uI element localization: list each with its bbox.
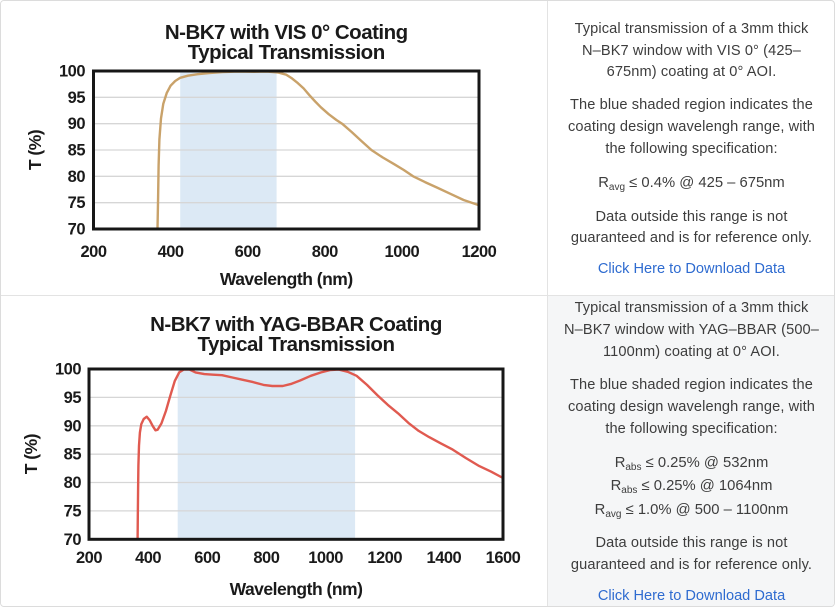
svg-text:N-BK7 with VIS 0° Coating: N-BK7 with VIS 0° Coating: [165, 21, 408, 44]
disclaimer-text: Data outside this range is not guarantee…: [570, 208, 813, 247]
vis-info-panel: Typical transmission of a 3mm thick N–BK…: [547, 1, 834, 295]
svg-text:Typical Transmission: Typical Transmission: [198, 333, 395, 356]
svg-text:1600: 1600: [486, 549, 521, 567]
svg-text:1200: 1200: [367, 549, 402, 567]
spec-block: Ravg ≤ 0.4% @ 425 – 675nm: [598, 172, 785, 196]
svg-text:N-BK7 with YAG-BBAR Coating: N-BK7 with YAG-BBAR Coating: [150, 313, 442, 336]
spec-line: Rabs ≤ 0.25% @ 1064nm: [610, 478, 773, 497]
shaded-region-note: The blue shaded region indicates the coa…: [568, 376, 815, 437]
svg-text:800: 800: [312, 243, 338, 261]
shaded-region-note: The blue shaded region indicates the coa…: [568, 97, 815, 158]
svg-text:1000: 1000: [308, 549, 343, 567]
svg-text:Typical Transmission: Typical Transmission: [188, 41, 385, 64]
svg-text:95: 95: [68, 89, 86, 107]
svg-text:85: 85: [68, 142, 86, 160]
svg-text:90: 90: [68, 115, 86, 133]
yag-chart-panel: N-BK7 with YAG-BBAR Coating Typical Trans…: [1, 295, 547, 606]
svg-text:85: 85: [64, 446, 82, 464]
svg-text:1200: 1200: [462, 243, 497, 261]
svg-text:1000: 1000: [385, 243, 420, 261]
svg-text:70: 70: [68, 221, 86, 239]
svg-text:600: 600: [235, 243, 261, 261]
svg-text:100: 100: [59, 63, 85, 81]
vis-chart-panel: N-BK7 with VIS 0° Coating Typical Transmi…: [1, 1, 547, 295]
svg-text:600: 600: [194, 549, 220, 567]
svg-text:75: 75: [64, 502, 82, 520]
svg-text:800: 800: [253, 549, 279, 567]
download-data-link[interactable]: Click Here to Download Data: [597, 587, 786, 604]
description-text: Typical transmission of a 3mm thick N–BK…: [574, 20, 809, 81]
svg-text:95: 95: [64, 389, 82, 407]
svg-text:70: 70: [64, 531, 82, 549]
svg-text:80: 80: [68, 168, 86, 186]
svg-text:T (%): T (%): [21, 434, 41, 474]
svg-text:200: 200: [80, 243, 106, 261]
svg-text:400: 400: [135, 549, 161, 567]
spec-line: Rabs ≤ 0.25% @ 532nm: [614, 454, 769, 473]
spec-line: Ravg ≤ 1.0% @ 500 – 1100nm: [594, 501, 789, 520]
svg-text:75: 75: [68, 194, 86, 212]
svg-text:90: 90: [64, 417, 82, 435]
yag-info-panel: Typical transmission of a 3mm thick N–BK…: [547, 295, 834, 606]
svg-text:200: 200: [76, 549, 102, 567]
description-text: Typical transmission of a 3mm thick N–BK…: [564, 300, 819, 360]
spec-block: Rabs ≤ 0.25% @ 532nm Rabs ≤ 0.25% @ 1064n…: [595, 452, 789, 523]
svg-text:Wavelength (nm): Wavelength (nm): [230, 579, 363, 599]
disclaimer-text: Data outside this range is not guarantee…: [570, 535, 813, 573]
svg-text:100: 100: [55, 361, 81, 379]
svg-text:400: 400: [158, 243, 184, 261]
svg-text:Wavelength (nm): Wavelength (nm): [220, 269, 353, 289]
svg-text:1400: 1400: [427, 549, 462, 567]
spec-line: Ravg ≤ 0.4% @ 425 – 675nm: [598, 175, 785, 194]
download-data-link[interactable]: Click Here to Download Data: [597, 261, 786, 278]
svg-text:T (%): T (%): [25, 130, 45, 170]
svg-text:80: 80: [64, 474, 82, 492]
